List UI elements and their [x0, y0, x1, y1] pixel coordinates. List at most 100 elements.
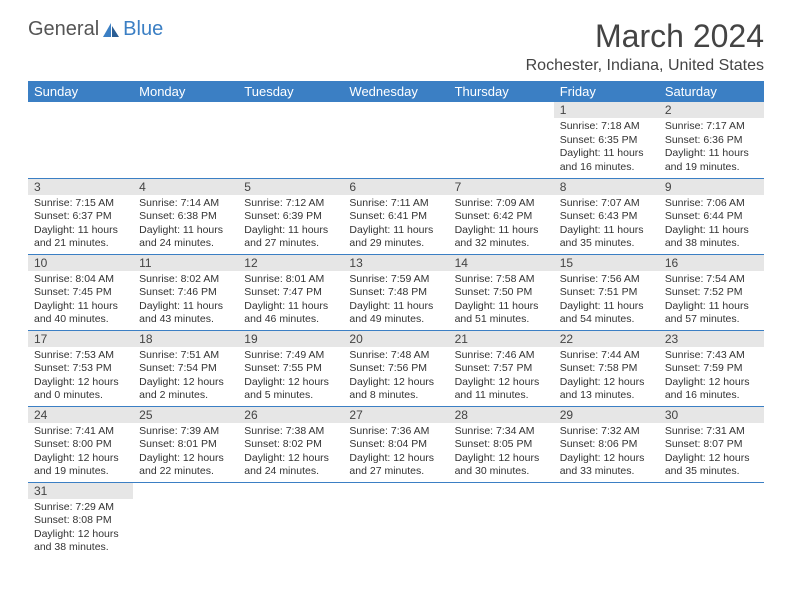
- day-details: Sunrise: 7:18 AMSunset: 6:35 PMDaylight:…: [554, 118, 659, 177]
- day-header: Wednesday: [343, 81, 448, 102]
- calendar-cell: 20Sunrise: 7:48 AMSunset: 7:56 PMDayligh…: [343, 330, 448, 406]
- sunrise-text: Sunrise: 8:04 AM: [34, 273, 127, 287]
- calendar-cell: [343, 482, 448, 558]
- calendar-cell: 21Sunrise: 7:46 AMSunset: 7:57 PMDayligh…: [449, 330, 554, 406]
- day-number: 9: [659, 179, 764, 195]
- day-details: Sunrise: 7:36 AMSunset: 8:04 PMDaylight:…: [343, 423, 448, 482]
- day-details: Sunrise: 7:49 AMSunset: 7:55 PMDaylight:…: [238, 347, 343, 406]
- day-details: Sunrise: 7:15 AMSunset: 6:37 PMDaylight:…: [28, 195, 133, 254]
- day-header: Saturday: [659, 81, 764, 102]
- sunrise-text: Sunrise: 7:44 AM: [560, 349, 653, 363]
- sunrise-text: Sunrise: 7:15 AM: [34, 197, 127, 211]
- sunset-text: Sunset: 7:46 PM: [139, 286, 232, 300]
- day-number: 20: [343, 331, 448, 347]
- daylight-text: Daylight: 11 hours and 43 minutes.: [139, 300, 232, 327]
- day-number: 18: [133, 331, 238, 347]
- day-number: 14: [449, 255, 554, 271]
- sunset-text: Sunset: 6:42 PM: [455, 210, 548, 224]
- sunset-text: Sunset: 8:06 PM: [560, 438, 653, 452]
- day-number: 7: [449, 179, 554, 195]
- calendar-cell: 5Sunrise: 7:12 AMSunset: 6:39 PMDaylight…: [238, 178, 343, 254]
- day-details: Sunrise: 7:58 AMSunset: 7:50 PMDaylight:…: [449, 271, 554, 330]
- calendar-cell: 25Sunrise: 7:39 AMSunset: 8:01 PMDayligh…: [133, 406, 238, 482]
- calendar-cell: 9Sunrise: 7:06 AMSunset: 6:44 PMDaylight…: [659, 178, 764, 254]
- day-details: Sunrise: 8:01 AMSunset: 7:47 PMDaylight:…: [238, 271, 343, 330]
- calendar-cell: 12Sunrise: 8:01 AMSunset: 7:47 PMDayligh…: [238, 254, 343, 330]
- sunrise-text: Sunrise: 7:56 AM: [560, 273, 653, 287]
- day-number: 28: [449, 407, 554, 423]
- calendar-table: SundayMondayTuesdayWednesdayThursdayFrid…: [28, 81, 764, 558]
- daylight-text: Daylight: 11 hours and 40 minutes.: [34, 300, 127, 327]
- daylight-text: Daylight: 12 hours and 5 minutes.: [244, 376, 337, 403]
- sunset-text: Sunset: 8:00 PM: [34, 438, 127, 452]
- daylight-text: Daylight: 11 hours and 24 minutes.: [139, 224, 232, 251]
- day-details: Sunrise: 7:09 AMSunset: 6:42 PMDaylight:…: [449, 195, 554, 254]
- calendar-cell: [133, 482, 238, 558]
- sunset-text: Sunset: 6:44 PM: [665, 210, 758, 224]
- day-number: 16: [659, 255, 764, 271]
- calendar-cell: [449, 102, 554, 178]
- sunrise-text: Sunrise: 7:18 AM: [560, 120, 653, 134]
- logo-text-general: General: [28, 18, 99, 41]
- sunrise-text: Sunrise: 7:12 AM: [244, 197, 337, 211]
- day-details: Sunrise: 7:06 AMSunset: 6:44 PMDaylight:…: [659, 195, 764, 254]
- day-number: 6: [343, 179, 448, 195]
- day-number: 3: [28, 179, 133, 195]
- day-details: Sunrise: 7:32 AMSunset: 8:06 PMDaylight:…: [554, 423, 659, 482]
- day-number: 30: [659, 407, 764, 423]
- day-number: 17: [28, 331, 133, 347]
- calendar-cell: 27Sunrise: 7:36 AMSunset: 8:04 PMDayligh…: [343, 406, 448, 482]
- daylight-text: Daylight: 11 hours and 49 minutes.: [349, 300, 442, 327]
- page-title: March 2024: [595, 18, 764, 55]
- sunrise-text: Sunrise: 8:01 AM: [244, 273, 337, 287]
- sunset-text: Sunset: 7:48 PM: [349, 286, 442, 300]
- day-details: Sunrise: 7:34 AMSunset: 8:05 PMDaylight:…: [449, 423, 554, 482]
- calendar-cell: [238, 102, 343, 178]
- sunrise-text: Sunrise: 7:14 AM: [139, 197, 232, 211]
- daylight-text: Daylight: 11 hours and 16 minutes.: [560, 147, 653, 174]
- daylight-text: Daylight: 11 hours and 32 minutes.: [455, 224, 548, 251]
- sunset-text: Sunset: 6:41 PM: [349, 210, 442, 224]
- day-number: 24: [28, 407, 133, 423]
- calendar-cell: 23Sunrise: 7:43 AMSunset: 7:59 PMDayligh…: [659, 330, 764, 406]
- calendar-cell: 29Sunrise: 7:32 AMSunset: 8:06 PMDayligh…: [554, 406, 659, 482]
- day-number: 31: [28, 483, 133, 499]
- sunset-text: Sunset: 6:38 PM: [139, 210, 232, 224]
- calendar-cell: [554, 482, 659, 558]
- sunset-text: Sunset: 7:51 PM: [560, 286, 653, 300]
- daylight-text: Daylight: 11 hours and 51 minutes.: [455, 300, 548, 327]
- day-details: Sunrise: 7:48 AMSunset: 7:56 PMDaylight:…: [343, 347, 448, 406]
- sunset-text: Sunset: 7:45 PM: [34, 286, 127, 300]
- calendar-cell: 16Sunrise: 7:54 AMSunset: 7:52 PMDayligh…: [659, 254, 764, 330]
- calendar-cell: [238, 482, 343, 558]
- day-details: Sunrise: 7:54 AMSunset: 7:52 PMDaylight:…: [659, 271, 764, 330]
- sunrise-text: Sunrise: 7:48 AM: [349, 349, 442, 363]
- day-number: 26: [238, 407, 343, 423]
- day-header: Thursday: [449, 81, 554, 102]
- daylight-text: Daylight: 12 hours and 8 minutes.: [349, 376, 442, 403]
- day-number: 5: [238, 179, 343, 195]
- sunrise-text: Sunrise: 7:36 AM: [349, 425, 442, 439]
- day-number: 13: [343, 255, 448, 271]
- calendar-cell: 13Sunrise: 7:59 AMSunset: 7:48 PMDayligh…: [343, 254, 448, 330]
- sunrise-text: Sunrise: 7:43 AM: [665, 349, 758, 363]
- calendar-cell: 30Sunrise: 7:31 AMSunset: 8:07 PMDayligh…: [659, 406, 764, 482]
- calendar-cell: 7Sunrise: 7:09 AMSunset: 6:42 PMDaylight…: [449, 178, 554, 254]
- sunrise-text: Sunrise: 7:32 AM: [560, 425, 653, 439]
- daylight-text: Daylight: 12 hours and 27 minutes.: [349, 452, 442, 479]
- sunrise-text: Sunrise: 7:38 AM: [244, 425, 337, 439]
- sunset-text: Sunset: 8:05 PM: [455, 438, 548, 452]
- day-number: 12: [238, 255, 343, 271]
- calendar-cell: [343, 102, 448, 178]
- day-details: Sunrise: 7:11 AMSunset: 6:41 PMDaylight:…: [343, 195, 448, 254]
- calendar-cell: 10Sunrise: 8:04 AMSunset: 7:45 PMDayligh…: [28, 254, 133, 330]
- calendar-cell: 26Sunrise: 7:38 AMSunset: 8:02 PMDayligh…: [238, 406, 343, 482]
- daylight-text: Daylight: 12 hours and 24 minutes.: [244, 452, 337, 479]
- sunrise-text: Sunrise: 7:11 AM: [349, 197, 442, 211]
- calendar-cell: 4Sunrise: 7:14 AMSunset: 6:38 PMDaylight…: [133, 178, 238, 254]
- daylight-text: Daylight: 12 hours and 16 minutes.: [665, 376, 758, 403]
- sunset-text: Sunset: 6:43 PM: [560, 210, 653, 224]
- calendar-cell: 14Sunrise: 7:58 AMSunset: 7:50 PMDayligh…: [449, 254, 554, 330]
- calendar-cell: 8Sunrise: 7:07 AMSunset: 6:43 PMDaylight…: [554, 178, 659, 254]
- sunrise-text: Sunrise: 7:49 AM: [244, 349, 337, 363]
